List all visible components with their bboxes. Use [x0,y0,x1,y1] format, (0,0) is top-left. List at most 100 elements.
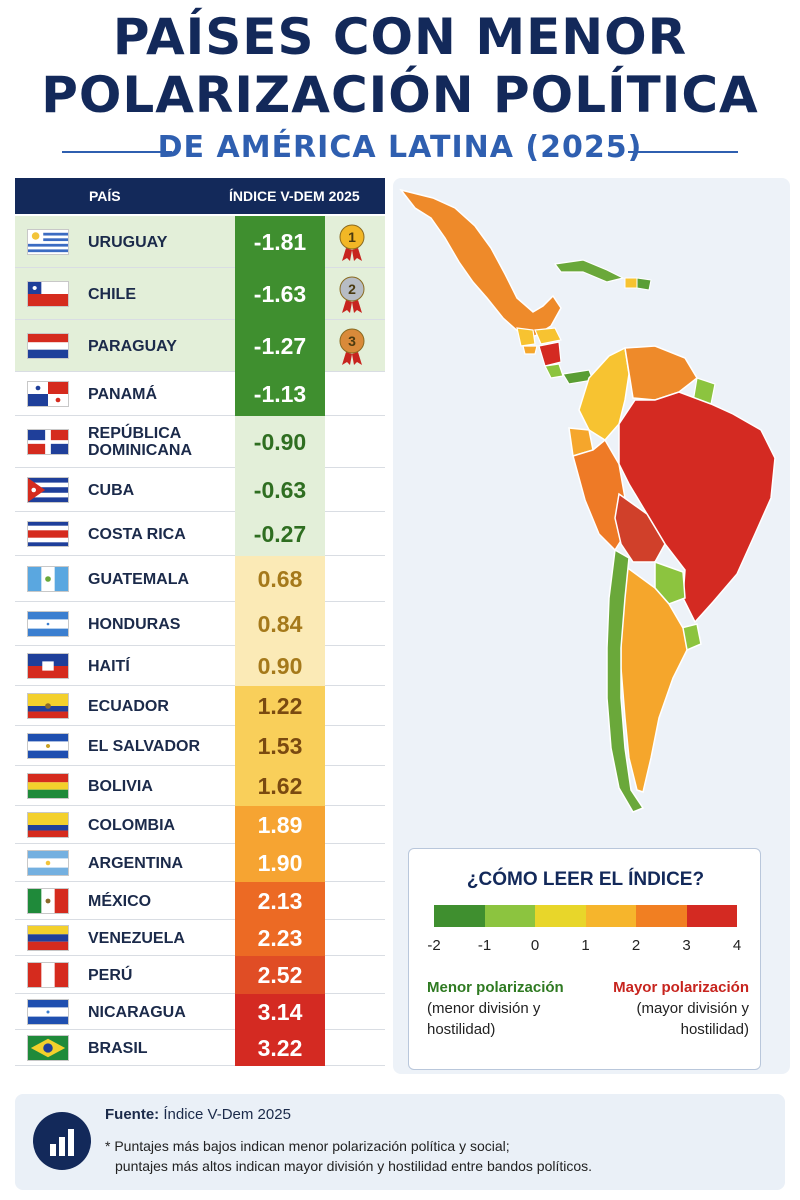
map-bolivia [614,492,666,563]
country-name: PANAMÁ [88,385,158,403]
index-value: 1.62 [235,766,325,806]
table-row: URUGUAY -1.81 1 [15,216,385,268]
map-colombia [578,346,630,441]
el-salvador-flag-icon [27,733,69,759]
index-value: 1.89 [235,806,325,844]
index-value: 3.14 [235,994,325,1030]
index-value: 1.90 [235,844,325,882]
table-row: MÉXICO 2.13 [15,882,385,920]
country-name: REPÚBLICA DOMINICANA [88,425,192,459]
cuba-flag-icon [27,477,69,503]
bar-chart-icon [33,1112,91,1170]
table-row: HONDURAS 0.84 [15,602,385,646]
index-value: 1.22 [235,686,325,726]
panama-flag-icon [27,381,69,407]
table-row: VENEZUELA 2.23 [15,920,385,956]
medal-icon: 3 [337,326,367,366]
legend-box: ¿CÓMO LEER EL ÍNDICE? -2 -1 0 1 2 3 4 Menor po… [408,848,761,1070]
table-header: PAÍS ÍNDICE V-DEM 2025 [15,178,385,214]
footer-source-label: Fuente: [105,1106,160,1123]
brazil-flag-icon [27,1035,69,1061]
scale-tick-label: 1 [581,937,590,954]
table-row: CUBA -0.63 [15,468,385,512]
country-name: PARAGUAY [88,337,177,355]
index-value: 0.68 [235,556,325,602]
table-row: ECUADOR 1.22 [15,686,385,726]
index-value: 3.22 [235,1030,325,1066]
color-scale-segment [434,905,485,927]
color-scale-ticks: -2 -1 0 1 2 3 4 [427,937,741,955]
country-name: HONDURAS [88,615,181,633]
map-chile [606,548,645,813]
index-value: 0.84 [235,602,325,646]
country-name: URUGUAY [88,233,168,251]
table-row: NICARAGUA 3.14 [15,994,385,1030]
country-name: ECUADOR [88,697,169,715]
legend-title: ¿CÓMO LEER EL ÍNDICE? [466,869,705,890]
country-name: ARGENTINA [88,854,184,872]
scale-tick-label: -1 [477,937,492,954]
footer-source: Fuente: Índice V-Dem 2025 [105,1106,291,1123]
scale-tick-label: 0 [530,937,540,954]
map-cuba [553,259,625,283]
nicaragua-flag-icon [27,999,69,1025]
svg-text:3: 3 [348,333,356,349]
map-svg [399,188,776,813]
footer-source-value: Índice V-Dem 2025 [163,1106,291,1123]
footer-note-2: puntajes más altos indican mayor divisió… [115,1158,593,1174]
haiti-flag-icon [27,653,69,679]
argentina-flag-icon [27,850,69,876]
legend-high: Mayor polarización (mayor división y hos… [609,977,749,1040]
map-el-salvador [522,345,538,355]
country-name: COLOMBIA [88,816,176,834]
map-costa-rica [544,363,564,379]
header-country: PAÍS [89,188,121,204]
uruguay-flag-icon [27,229,69,255]
legend-low: Menor polarización (menor división y hos… [427,977,577,1040]
header-index: ÍNDICE V-DEM 2025 [229,188,360,204]
ranking-table: PAÍS ÍNDICE V-DEM 2025 URUGUAY -1.81 1 CHIL… [15,178,385,1074]
index-value: -1.27 [235,320,325,372]
color-scale-bar [434,905,737,927]
index-value: -1.81 [235,216,325,268]
table-row: BRASIL 3.22 [15,1030,385,1066]
country-name: COSTA RICA [88,525,186,543]
dominican-republic-flag-icon [27,429,69,455]
honduras-flag-icon [27,611,69,637]
footer: Fuente: Índice V-Dem 2025 * Puntajes más… [15,1094,785,1190]
table-row: CHILE -1.63 2 [15,268,385,320]
svg-text:1: 1 [348,229,356,245]
index-value: -1.63 [235,268,325,320]
country-name: BRASIL [88,1039,148,1057]
guatemala-flag-icon [27,566,69,592]
legend-high-label: Mayor polarización [613,979,749,996]
footer-note-1: * Puntajes más bajos indican menor polar… [105,1138,510,1154]
index-value: 2.52 [235,956,325,994]
table-row: COLOMBIA 1.89 [15,806,385,844]
colombia-flag-icon [27,812,69,838]
country-name: NICARAGUA [88,1003,186,1021]
country-name: VENEZUELA [88,929,185,947]
subtitle-row: DE AMÉRICA LATINA (2025) [0,130,800,174]
medal-icon: 1 [337,222,367,262]
country-name: EL SALVADOR [88,737,201,755]
table-row: EL SALVADOR 1.53 [15,726,385,766]
map-honduras [534,327,562,345]
index-value: -0.27 [235,512,325,556]
table-row: ARGENTINA 1.90 [15,844,385,882]
map-venezuela [624,345,698,401]
color-scale-segment [585,905,636,927]
table-row: REPÚBLICA DOMINICANA -0.90 [15,416,385,468]
color-scale-segment [636,905,687,927]
venezuela-flag-icon [27,925,69,951]
map-nicaragua [538,341,562,367]
title-line-2: POLARIZACIÓN POLÍTICA [41,66,759,124]
map-guatemala [516,327,536,347]
peru-flag-icon [27,962,69,988]
table-row: HAITÍ 0.90 [15,646,385,686]
scale-tick-label: -2 [427,937,441,954]
map-paraguay [654,560,686,605]
ecuador-flag-icon [27,693,69,719]
country-name: GUATEMALA [88,570,190,588]
country-name: BOLIVIA [88,777,153,795]
